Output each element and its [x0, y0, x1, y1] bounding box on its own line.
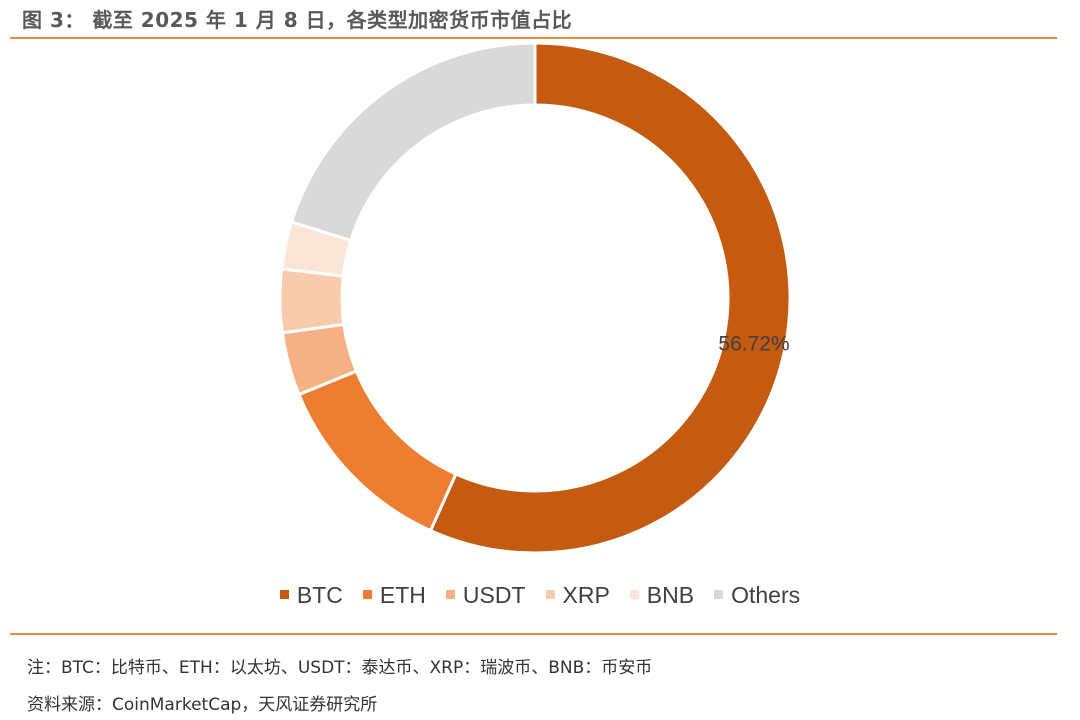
legend-label-others: Others: [731, 582, 801, 608]
slice-btc: [428, 41, 792, 555]
legend-item-others: Others: [714, 582, 800, 609]
legend-swatch-others: [714, 590, 724, 600]
legend-swatch-usdt: [445, 590, 455, 600]
slice-others: [289, 41, 537, 243]
legend-label-usdt: USDT: [462, 582, 526, 608]
donut-slices: [278, 41, 792, 555]
legend-swatch-xrp: [545, 590, 555, 600]
legend-swatch-eth: [362, 590, 372, 600]
donut-chart: 56.72%: [278, 41, 792, 555]
legend-item-usdt: USDT: [445, 582, 526, 609]
legend-item-btc: BTC: [279, 582, 343, 609]
legend-swatch-btc: [279, 590, 289, 600]
data-labels: 56.72%: [718, 332, 789, 355]
chart-legend: BTC ETH USDT XRP BNB Others: [0, 582, 1080, 609]
legend-item-bnb: BNB: [629, 582, 695, 609]
legend-item-eth: ETH: [362, 582, 426, 609]
figure-title: 图 3： 截至 2025 年 1 月 8 日，各类型加密货币市值占比: [22, 8, 573, 32]
legend-label-bnb: BNB: [646, 582, 695, 608]
bottom-divider: [10, 633, 1057, 635]
slice-eth: [297, 369, 458, 533]
top-divider: [10, 37, 1057, 39]
slice-xrp: [278, 267, 346, 335]
legend-item-xrp: XRP: [545, 582, 610, 609]
legend-label-xrp: XRP: [562, 582, 610, 608]
legend-label-eth: ETH: [379, 582, 426, 608]
legend-label-btc: BTC: [296, 582, 343, 608]
data-label-btc: 56.72%: [718, 332, 789, 355]
abbreviation-note: 注：BTC：比特币、ETH：以太坊、USDT：泰达币、XRP：瑞波币、BNB：币…: [27, 658, 653, 678]
legend-swatch-bnb: [629, 590, 639, 600]
source-note: 资料来源：CoinMarketCap，天风证券研究所: [27, 695, 378, 715]
